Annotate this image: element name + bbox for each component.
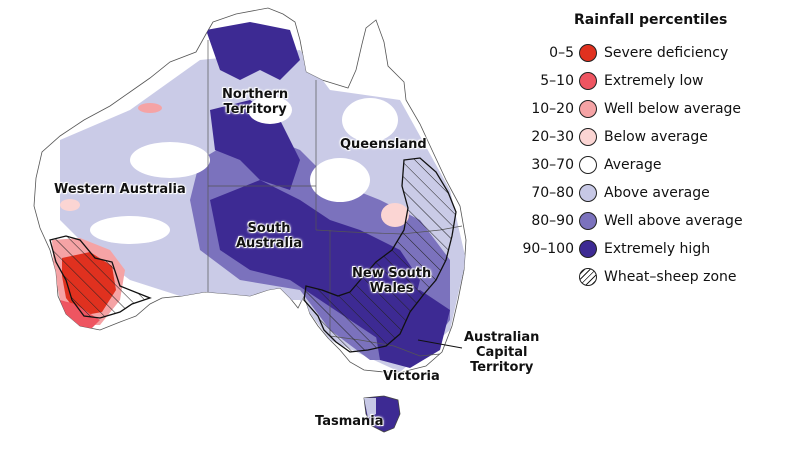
legend-swatch [579,100,597,118]
legend-item: 0–5 Severe deficiency [520,42,800,66]
legend-label: Extremely high [604,241,711,257]
legend-title: Rainfall percentiles [574,12,728,28]
legend-range: 10–20 [531,101,574,117]
legend-range: 30–70 [531,157,574,173]
average-patch [342,98,398,142]
legend-swatch-hatch [579,268,597,286]
victoria-label: Victoria [383,369,440,384]
legend-item: 30–70 Average [520,154,800,178]
legend-label: Extremely low [604,73,704,89]
tasmania-label: Tasmania [315,414,384,429]
legend-item: 90–100 Extremely high [520,238,800,262]
legend-label: Above average [604,185,710,201]
legend-item: 5–10 Extremely low [520,70,800,94]
legend-range: 5–10 [540,73,574,89]
western-australia-label: Western Australia [54,182,186,197]
legend-range: 90–100 [522,241,574,257]
nt-label-line2: Territory [223,102,287,117]
legend-item: 80–90 Well above average [520,210,800,234]
legend-label: Well above average [604,213,743,229]
nt-label-line1: Northern [222,87,289,102]
legend-label: Below average [604,129,708,145]
sa-label-line1: South [247,221,291,236]
legend-swatch [579,240,597,258]
legend-range: 70–80 [531,185,574,201]
legend-swatch [579,44,597,62]
nsw-label-line1: New South [352,266,432,281]
act-label-line2: Capital [475,345,528,360]
legend-label: Severe deficiency [604,45,729,61]
act-leader-line [417,339,463,349]
average-patch [310,158,370,202]
south-australia-label: South Australia [236,221,302,251]
legend-range: 80–90 [531,213,574,229]
legend-swatch [579,184,597,202]
below-average-patch [138,103,162,113]
legend-swatch [579,156,597,174]
act-label-line1: Australian [464,330,540,345]
northern-territory-label: Northern Territory [222,87,288,117]
queensland-label: Queensland [340,137,427,152]
new-south-wales-label: New South Wales [352,266,431,296]
average-patch [90,216,170,244]
sa-label-line2: Australia [236,236,303,251]
below-average-patch [381,203,409,227]
legend-item: 70–80 Above average [520,182,800,206]
legend-label: Well below average [604,101,742,117]
act-label-line3: Territory [470,360,534,375]
below-average-patch [60,199,80,211]
average-patch [130,142,210,178]
legend-item: 10–20 Well below average [520,98,800,122]
wheat-sheep-zone-east [303,157,457,353]
legend-swatch [579,72,597,90]
legend-item: 20–30 Below average [520,126,800,150]
legend-swatch [579,212,597,230]
legend-label: Wheat–sheep zone [604,269,737,285]
nsw-label-line2: Wales [369,281,414,296]
legend-swatch [579,128,597,146]
extremely-high-area-north [206,22,300,80]
legend-item: Wheat–sheep zone [520,266,800,290]
legend-range: 20–30 [531,129,574,145]
legend-range: 0–5 [549,45,574,61]
tasmania-west-patch [364,398,376,418]
act-label: Australian Capital Territory [464,330,539,375]
legend-label: Average [604,157,662,173]
average-patch [248,96,292,124]
wheat-sheep-zone-wa [49,235,152,319]
